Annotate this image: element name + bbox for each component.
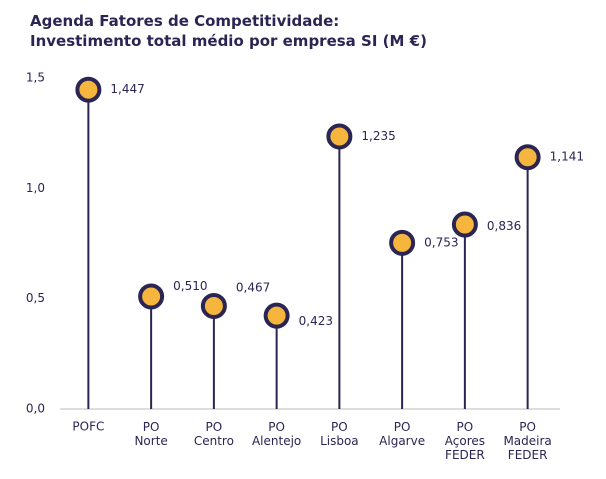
dot: [263, 302, 290, 329]
value-label: 1,447: [110, 82, 144, 96]
y-tick-label: 0,5: [26, 291, 45, 305]
chart-subtitle: Investimento total médio por empresa SI …: [30, 32, 427, 50]
dot: [75, 76, 102, 103]
dot: [451, 211, 478, 238]
x-tick-label: PO Centro: [194, 420, 234, 448]
dot: [326, 123, 353, 150]
x-tick-label: PO Açores FEDER: [445, 420, 485, 462]
x-tick-label: PO Alentejo: [252, 420, 301, 448]
y-tick-label: 1,0: [26, 181, 45, 195]
value-label: 0,753: [424, 235, 458, 249]
value-label: 0,467: [236, 280, 270, 294]
x-tick-label: PO Madeira FEDER: [503, 420, 551, 462]
x-tick-label: PO Lisboa: [320, 420, 359, 448]
x-tick-label: PO Norte: [134, 420, 167, 448]
dot: [200, 292, 227, 319]
dot: [389, 229, 416, 256]
dot: [514, 144, 541, 171]
value-label: 1,141: [550, 150, 584, 164]
value-label: 0,423: [299, 314, 333, 328]
value-label: 1,235: [361, 129, 395, 143]
value-label: 0,836: [487, 219, 521, 233]
x-tick-label: PO Algarve: [379, 420, 425, 448]
y-tick-label: 0,0: [26, 402, 45, 416]
x-tick-label: POFC: [72, 420, 104, 434]
chart-title: Agenda Fatores de Competitividade:: [30, 12, 339, 30]
value-label: 0,510: [173, 279, 207, 293]
dot: [138, 283, 165, 310]
y-tick-label: 1,5: [26, 71, 45, 85]
